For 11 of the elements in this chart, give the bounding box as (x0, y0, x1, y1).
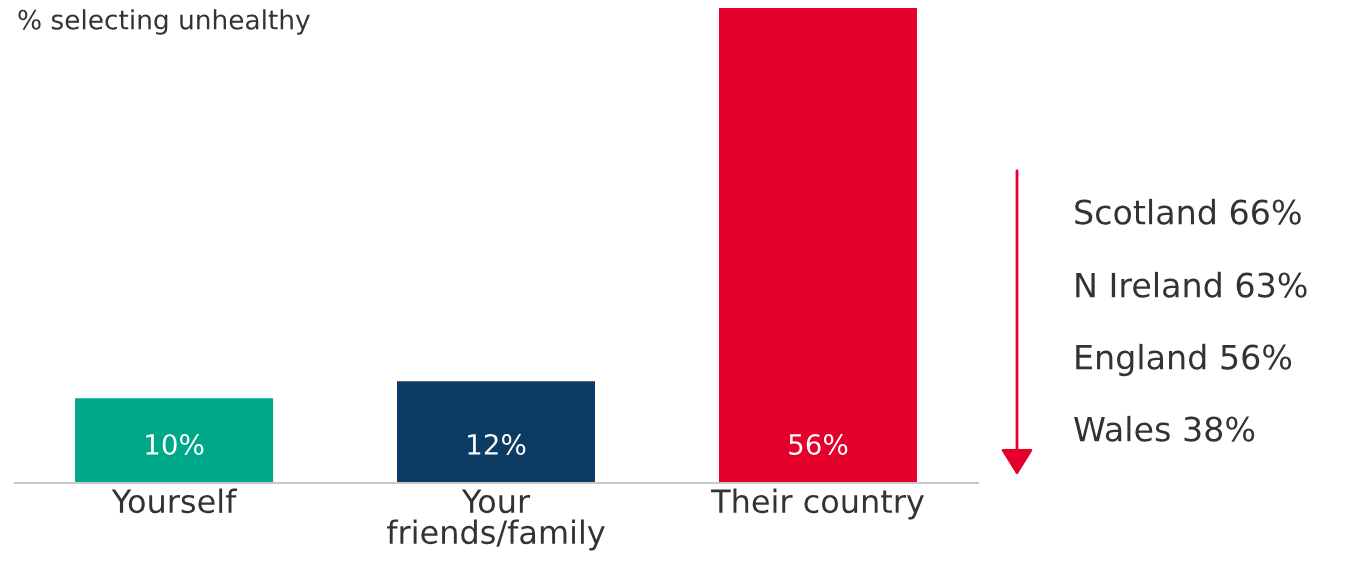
text: Scotland 66% (1075, 198, 1301, 225)
data-label: 12% (468, 433, 526, 455)
chart-title: % selecting unhealthy (18, 9, 310, 35)
text: N Ireland 63% (1076, 271, 1307, 298)
x-tick-label: Their country (711, 488, 924, 520)
data-label: 10% (146, 433, 204, 455)
x-tick-label: Your friends/family (387, 489, 605, 551)
data-label: 56% (789, 433, 848, 455)
text: Wales 38% (1074, 415, 1255, 442)
x-tick-label: Yourself (111, 488, 237, 514)
text: England 56% (1076, 343, 1292, 377)
